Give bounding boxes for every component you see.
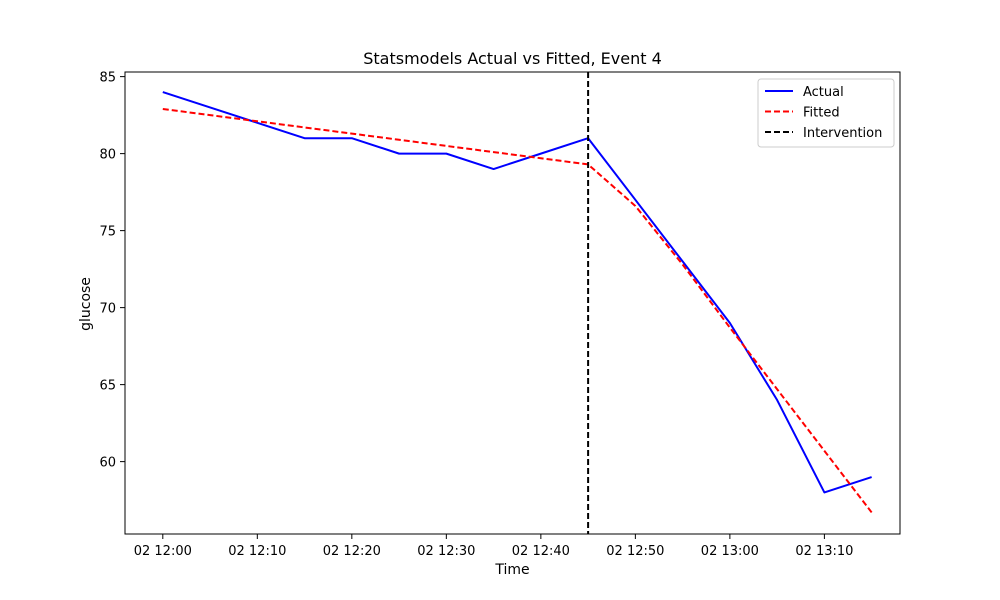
plot-area: 60 65 70 75 80 85 02 12:00 02 12:10 02 12:20 02 1… bbox=[99, 71, 901, 559]
legend-box bbox=[757, 78, 895, 148]
y-tick-label: 60 bbox=[99, 456, 116, 471]
legend: Actual Fitted Intervention bbox=[757, 78, 895, 148]
x-tick-label: 02 13:00 bbox=[701, 544, 759, 559]
x-tick-label: 02 12:00 bbox=[134, 544, 192, 559]
y-tick-label: 65 bbox=[99, 379, 116, 394]
x-tick-label: 02 12:10 bbox=[228, 544, 286, 559]
y-tick-label: 75 bbox=[99, 225, 116, 240]
x-tick-label: 02 12:20 bbox=[323, 544, 381, 559]
series-line-actual bbox=[162, 91, 872, 494]
axes-frame bbox=[124, 71, 901, 535]
y-axis-label: glucose bbox=[78, 277, 94, 331]
series-line-fitted bbox=[162, 107, 873, 514]
x-tick-label: 02 13:10 bbox=[795, 544, 853, 559]
legend-label-fitted: Fitted bbox=[803, 106, 840, 121]
x-tick-label: 02 12:40 bbox=[512, 544, 570, 559]
y-tick-label: 70 bbox=[99, 302, 116, 317]
legend-label-actual: Actual bbox=[803, 85, 844, 100]
y-tick-label: 85 bbox=[99, 71, 116, 86]
chart-title: Statsmodels Actual vs Fitted, Event 4 bbox=[363, 49, 662, 68]
legend-label-intervention: Intervention bbox=[803, 126, 882, 141]
x-tick-label: 02 12:30 bbox=[417, 544, 475, 559]
y-tick-label: 80 bbox=[99, 148, 116, 163]
x-axis-label: Time bbox=[494, 562, 529, 578]
x-tick-label: 02 12:50 bbox=[606, 544, 664, 559]
